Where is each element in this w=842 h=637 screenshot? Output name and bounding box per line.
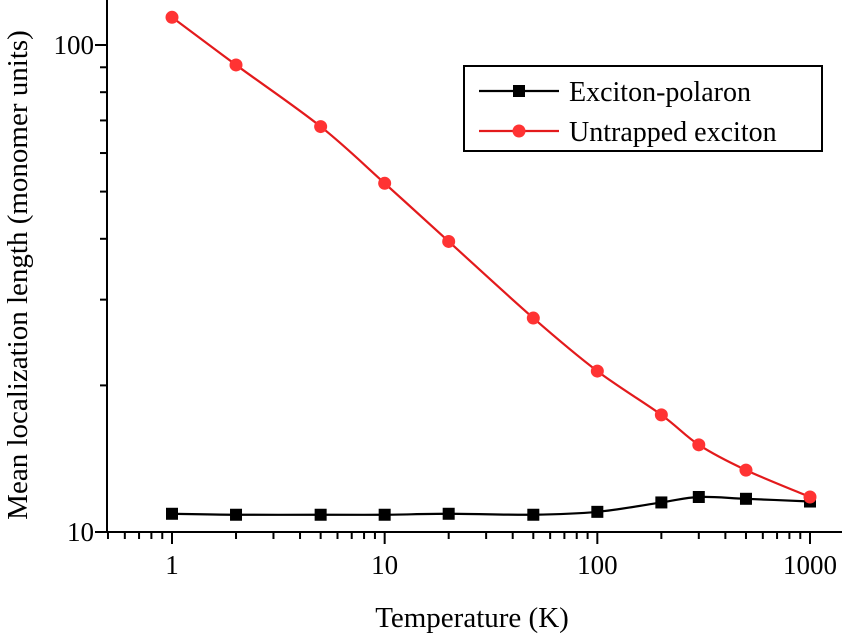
legend-box xyxy=(463,65,823,152)
data-point-untrapped-exciton xyxy=(590,364,604,378)
data-point-exciton-polaron xyxy=(739,492,752,505)
data-point-exciton-polaron xyxy=(692,490,705,503)
data-point-exciton-polaron xyxy=(527,508,540,521)
x-tick-label: 10 xyxy=(371,550,398,580)
data-point-exciton-polaron xyxy=(655,496,668,509)
y-axis-title: Mean localization length (monomer units) xyxy=(2,30,34,520)
data-point-untrapped-exciton xyxy=(526,311,540,325)
data-point-untrapped-exciton xyxy=(378,176,392,190)
data-point-exciton-polaron xyxy=(314,508,327,521)
y-axis-ticks xyxy=(95,44,107,533)
data-point-exciton-polaron xyxy=(591,505,604,518)
data-point-untrapped-exciton xyxy=(803,490,817,504)
legend-marker-untrapped-exciton xyxy=(512,124,526,138)
x-axis-title: Temperature (K) xyxy=(375,602,569,634)
y-tick-label: 10 xyxy=(67,517,94,547)
data-point-exciton-polaron xyxy=(378,508,391,521)
plot-frame xyxy=(106,0,842,533)
data-point-untrapped-exciton xyxy=(442,234,456,248)
x-axis-ticks xyxy=(106,532,811,544)
series-line-exciton-polaron xyxy=(171,495,811,516)
y-tick-label: 100 xyxy=(54,30,95,60)
data-point-untrapped-exciton xyxy=(314,120,328,134)
data-point-exciton-polaron xyxy=(230,508,243,521)
data-point-untrapped-exciton xyxy=(229,58,243,72)
data-point-untrapped-exciton xyxy=(654,408,668,422)
x-tick-label: 1 xyxy=(165,550,179,580)
legend-label-exciton-polaron: Exciton-polaron xyxy=(569,77,751,108)
x-tick-label: 100 xyxy=(577,550,618,580)
x-axis-tick-labels: 1 10 100 1000 xyxy=(165,550,837,580)
series-markers xyxy=(165,10,817,521)
legend: Exciton-polaron Untrapped exciton xyxy=(463,65,823,152)
legend-marker-exciton-polaron xyxy=(513,85,525,97)
data-point-untrapped-exciton xyxy=(739,463,753,477)
data-point-exciton-polaron xyxy=(442,507,455,520)
legend-label-untrapped-exciton: Untrapped exciton xyxy=(569,117,777,148)
x-tick-label: 1000 xyxy=(783,550,837,580)
data-point-untrapped-exciton xyxy=(692,438,706,452)
data-point-untrapped-exciton xyxy=(165,10,179,24)
data-point-exciton-polaron xyxy=(166,507,178,520)
y-axis-tick-labels: 10 100 xyxy=(54,30,95,547)
